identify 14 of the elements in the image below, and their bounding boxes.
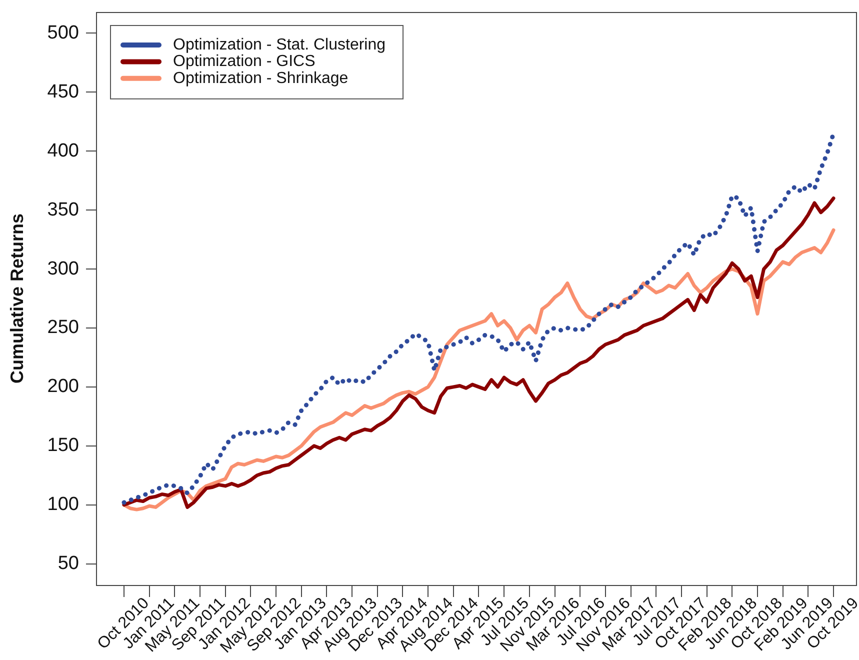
y-tick-label: 300	[47, 258, 79, 280]
y-tick-label: 50	[58, 553, 79, 574]
legend-label: Optimization - Stat. Clustering	[173, 36, 386, 54]
y-tick-label: 400	[47, 140, 79, 162]
y-tick-label: 350	[47, 199, 79, 220]
y-tick-label: 100	[47, 494, 79, 516]
y-tick-label: 500	[47, 22, 79, 44]
y-tick-label: 150	[47, 435, 79, 456]
y-axis-title: Cumulative Returns	[6, 213, 27, 384]
y-tick-label: 450	[47, 81, 79, 102]
y-tick-label: 200	[47, 376, 79, 398]
legend-label: Optimization - Shrinkage	[173, 70, 348, 87]
legend-label: Optimization - GICS	[173, 53, 316, 70]
y-tick-label: 250	[47, 317, 79, 338]
